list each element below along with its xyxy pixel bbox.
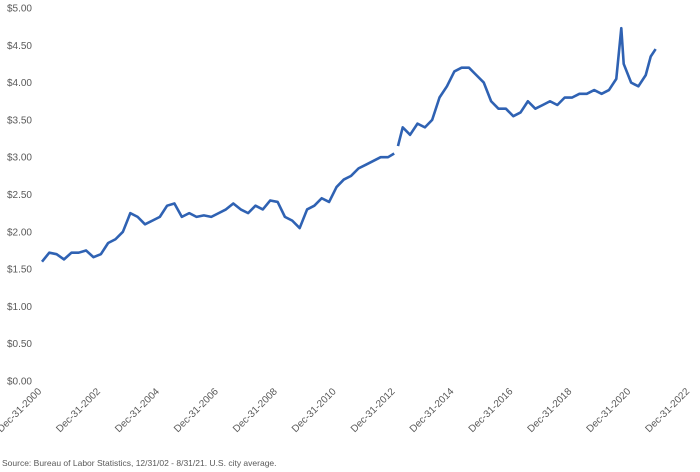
x-tick-label: Dec-31-2000 [0,386,44,435]
x-tick-label: Dec-31-2006 [172,386,221,435]
y-tick-label: $5.00 [7,4,32,15]
x-tick-label: Dec-31-2022 [643,386,692,435]
x-tick-label: Dec-31-2012 [349,386,398,435]
x-tick-label: Dec-31-2008 [231,386,280,435]
y-tick-label: $0.50 [7,339,32,350]
y-tick-label: $3.00 [7,153,32,164]
x-tick-label: Dec-31-2010 [290,386,339,435]
x-tick-label: Dec-31-2004 [113,386,162,435]
source-note: Source: Bureau of Labor Statistics, 12/3… [2,458,277,468]
x-tick-label: Dec-31-2002 [54,386,103,435]
y-tick-label: $3.50 [7,115,32,126]
x-tick-label: Dec-31-2018 [526,386,575,435]
y-tick-label: $0.00 [7,377,32,388]
y-tick-label: $4.00 [7,78,32,89]
x-tick-label: Dec-31-2014 [408,386,457,435]
price-line [40,26,657,263]
x-tick-label: Dec-31-2016 [467,386,516,435]
y-tick-label: $4.50 [7,41,32,52]
y-tick-label: $1.50 [7,265,32,276]
y-tick-label: $2.00 [7,227,32,238]
y-tick-label: $2.50 [7,190,32,201]
y-tick-label: $1.00 [7,302,32,313]
x-tick-label: Dec-31-2020 [585,386,634,435]
